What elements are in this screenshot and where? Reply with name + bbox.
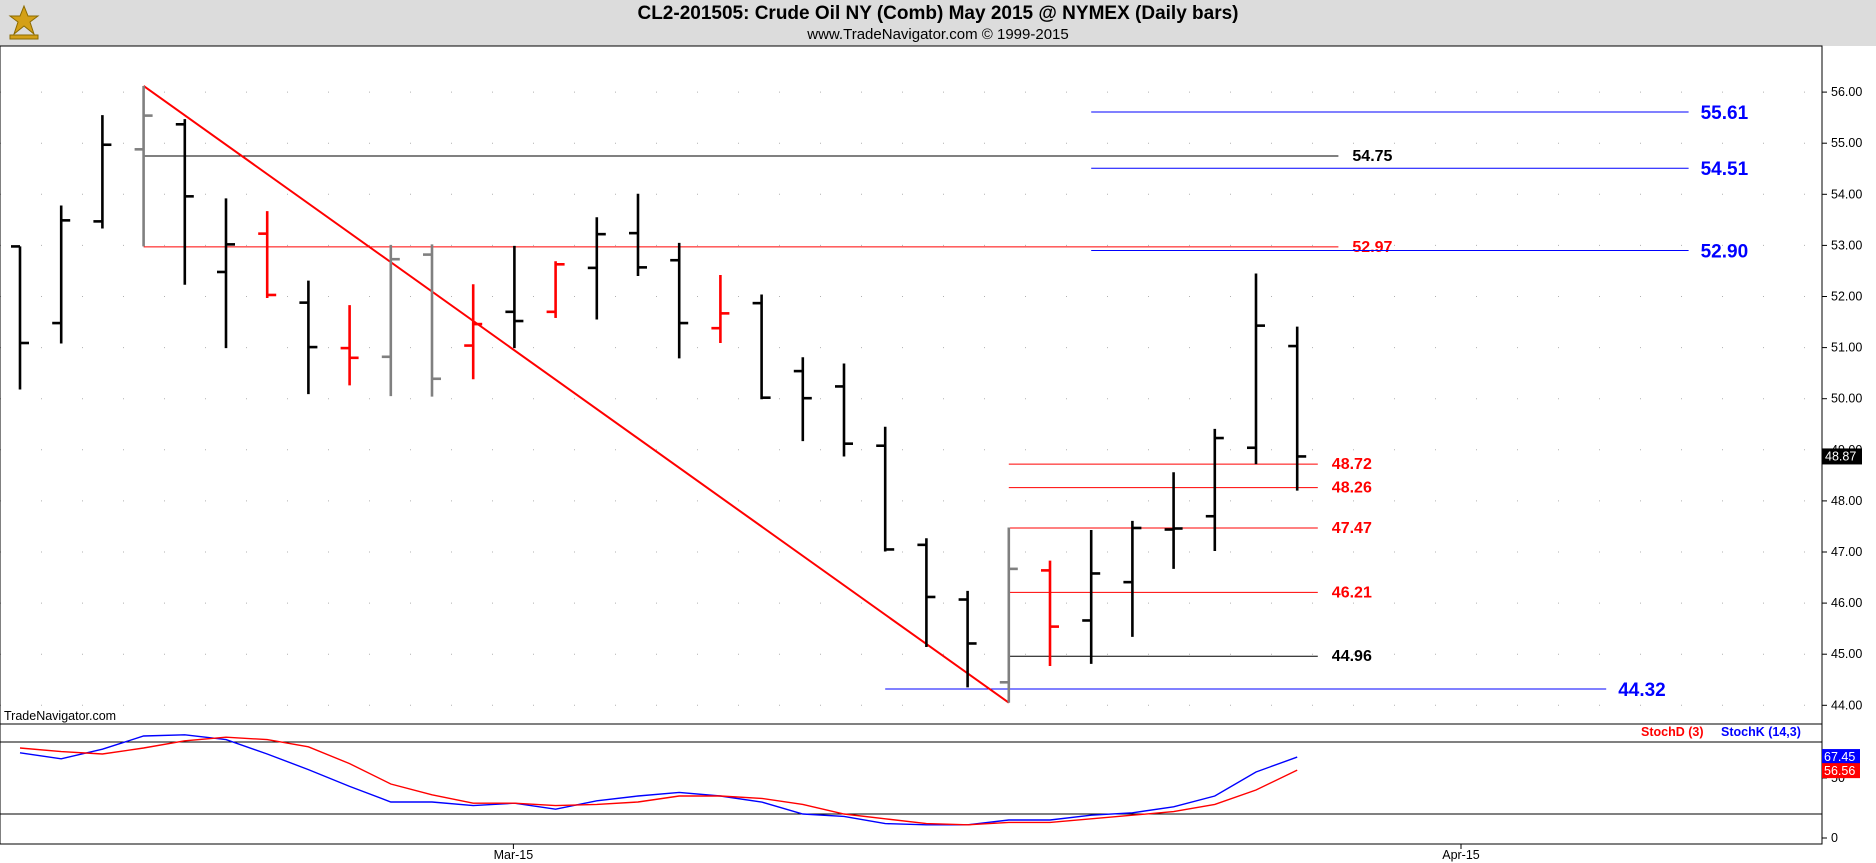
- stoch-d-last-box: [1822, 763, 1860, 779]
- level-label-54.51: 54.51: [1701, 159, 1749, 180]
- legend-stochd: StochD (3): [1641, 725, 1704, 739]
- price-tick-label: 47.00: [1831, 545, 1862, 559]
- ohlc-bar: [52, 205, 71, 344]
- ohlc-bar: [505, 245, 524, 349]
- ohlc-bar: [711, 275, 730, 344]
- ohlc-bar: [299, 280, 318, 395]
- ohlc-bar: [1205, 428, 1224, 551]
- ohlc-bar: [587, 217, 606, 320]
- watermark: TradeNavigator.com: [4, 709, 116, 723]
- level-label-48.72: 48.72: [1332, 456, 1372, 473]
- level-label-52.90: 52.90: [1701, 242, 1749, 263]
- stoch-line-red: [19, 736, 1298, 826]
- stoch-tick-label: 0: [1831, 831, 1838, 845]
- price-tick-label: 51.00: [1831, 341, 1862, 355]
- price-tick-label: 46.00: [1831, 596, 1862, 610]
- ohlc-bar: [175, 119, 194, 285]
- last-price-label: 48.87: [1825, 449, 1856, 463]
- level-label-55.61: 55.61: [1701, 103, 1749, 124]
- level-label-44.32: 44.32: [1618, 680, 1666, 701]
- chart-subtitle: www.TradeNavigator.com © 1999-2015: [807, 26, 1069, 43]
- ohlc-bar: [917, 538, 936, 648]
- ohlc-bar: [340, 305, 359, 386]
- stoch-legend: StochD (3) StochK (14,3): [1641, 725, 1801, 739]
- price-axis: 56.0055.0054.0053.0052.0051.0050.0049.00…: [1822, 85, 1862, 712]
- price-tick-label: 48.00: [1831, 494, 1862, 508]
- stoch-grid: [0, 741, 1822, 815]
- ohlc-bar: [1164, 472, 1183, 569]
- price-tick-label: 44.00: [1831, 698, 1862, 712]
- stoch-d-last-label: 56.56: [1824, 764, 1855, 778]
- ohlc-bar: [1123, 520, 1142, 637]
- ohlc-bar: [464, 284, 483, 380]
- ohlc-bar: [876, 426, 895, 552]
- price-tick-label: 53.00: [1831, 238, 1862, 252]
- stoch-line-blue: [19, 734, 1298, 826]
- price-tick-label: 54.00: [1831, 187, 1862, 201]
- ohlc-bar: [793, 357, 812, 442]
- ohlc-bar: [258, 211, 277, 299]
- ohlc-bar: [134, 85, 153, 247]
- level-label-47.47: 47.47: [1332, 520, 1372, 537]
- level-label-46.21: 46.21: [1332, 584, 1372, 601]
- chart-header: CL2-201505: Crude Oil NY (Comb) May 2015…: [0, 0, 1876, 46]
- price-tick-label: 52.00: [1831, 290, 1862, 304]
- ohlc-bar: [958, 590, 977, 688]
- level-label-52.97: 52.97: [1352, 239, 1392, 256]
- time-tick-label: Apr-15: [1442, 848, 1480, 862]
- chart-title: CL2-201505: Crude Oil NY (Comb) May 2015…: [637, 3, 1239, 24]
- ohlc-bar: [546, 261, 565, 318]
- price-tick-label: 45.00: [1831, 647, 1862, 661]
- ohlc-bar: [752, 294, 771, 400]
- ohlc-bars: [11, 85, 1307, 703]
- ohlc-bar: [381, 244, 400, 397]
- price-tick-label: 55.00: [1831, 136, 1862, 150]
- ohlc-bar: [629, 193, 647, 277]
- level-label-48.26: 48.26: [1332, 480, 1372, 497]
- stoch-k-last-label: 67.45: [1824, 750, 1855, 764]
- stoch-k-last-box: [1822, 749, 1860, 765]
- ohlc-bar: [1288, 326, 1307, 491]
- level-label-54.75: 54.75: [1352, 148, 1392, 165]
- level-label-44.96: 44.96: [1332, 648, 1372, 665]
- time-axis: Mar-15 Apr-15: [494, 844, 1480, 862]
- ohlc-bar: [11, 245, 29, 390]
- ohlc-bar: [999, 527, 1018, 703]
- last-price-box: [1822, 448, 1862, 465]
- time-tick-label: Mar-15: [494, 848, 534, 862]
- price-grid: [0, 91, 1822, 706]
- ohlc-bar: [1082, 530, 1101, 664]
- trendline: [143, 85, 1010, 704]
- ohlc-bar: [835, 363, 853, 457]
- price-tick-label: 56.00: [1831, 85, 1862, 99]
- trade-navigator-logo-icon: [4, 2, 44, 47]
- stochastic-lines: [19, 734, 1298, 826]
- ohlc-bar: [423, 244, 441, 397]
- legend-stochk: StochK (14,3): [1721, 725, 1801, 739]
- ohlc-bar: [93, 115, 112, 229]
- chart-frame: [0, 45, 1823, 845]
- ohlc-bar: [670, 242, 689, 359]
- ohlc-bar: [1247, 273, 1265, 465]
- ohlc-bar: [217, 198, 235, 349]
- trendline-layer: [143, 85, 1010, 704]
- ohlc-bar: [1041, 560, 1059, 666]
- price-levels: 55.61 54.75 54.51 52.97 52.90 48.72 48.26 47.47…: [143, 103, 1749, 701]
- price-tick-label: 50.00: [1831, 392, 1862, 406]
